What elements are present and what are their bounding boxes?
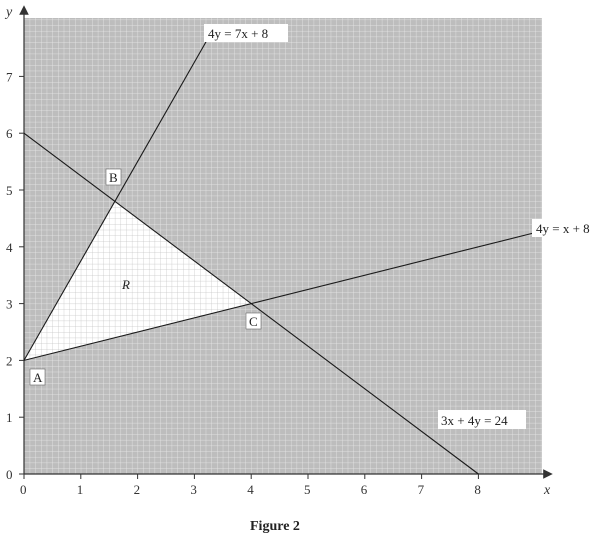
y-tick-label: 6 (6, 126, 13, 141)
point-label-b: B (109, 170, 118, 185)
y-tick-label: 2 (6, 353, 13, 368)
line-label-box-2 (438, 410, 526, 429)
y-tick-label: 1 (6, 410, 13, 425)
x-tick-label: 4 (247, 482, 254, 497)
x-tick-label: 8 (474, 482, 481, 497)
y-axis-ticks: 0 1 2 3 4 5 6 7 (6, 69, 24, 482)
feasible-region-grid (24, 201, 252, 361)
x-tick-label: 6 (361, 482, 368, 497)
point-label-box-a (29, 368, 46, 386)
x-tick-label: 5 (304, 482, 311, 497)
point-label-box-c (245, 312, 262, 330)
y-axis-label: y (4, 5, 13, 20)
point-label-a: A (33, 370, 43, 385)
line-label-4y-7x-8: 4y = 7x + 8 (208, 26, 268, 41)
line-label-4y-x-8: 4y = x + 8 (536, 221, 590, 236)
x-tick-label: 0 (20, 482, 27, 497)
line-label-box-1 (204, 24, 288, 42)
region-label-r: R (121, 277, 130, 292)
figure-caption: Figure 2 (250, 519, 300, 534)
y-tick-label: 7 (6, 69, 13, 84)
line-label-box-3 (532, 219, 608, 237)
constraint-lines (23, 27, 539, 475)
x-axis-label: x (543, 483, 551, 498)
x-tick-label: 2 (134, 482, 141, 497)
y-tick-label: 5 (6, 183, 13, 198)
line-4y-x-8 (23, 231, 539, 361)
x-tick-label: 1 (77, 482, 84, 497)
y-tick-label: 4 (6, 240, 13, 255)
x-tick-label: 3 (190, 482, 197, 497)
point-label-c: C (249, 314, 258, 329)
x-axis-ticks: 0 1 2 3 4 5 6 7 8 (20, 474, 481, 497)
y-tick-label: 3 (6, 297, 13, 312)
line-4y-7x-8 (23, 27, 215, 361)
y-tick-label: 0 (6, 467, 13, 482)
point-label-box-b (105, 168, 122, 186)
line-label-3x-4y-24: 3x + 4y = 24 (441, 413, 508, 428)
x-tick-label: 7 (418, 482, 425, 497)
